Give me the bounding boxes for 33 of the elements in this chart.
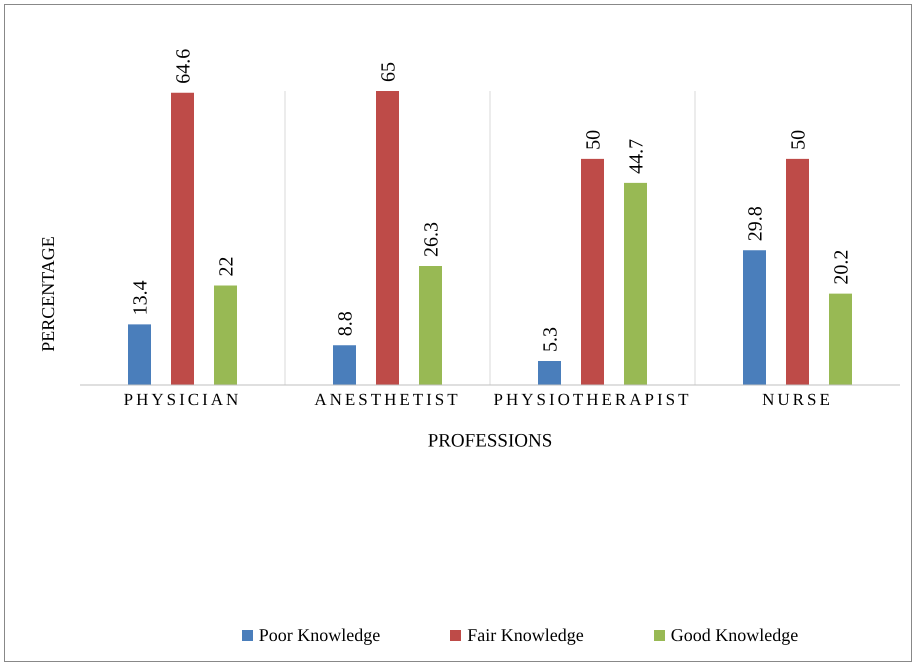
data-label: 26.3 <box>420 222 442 258</box>
bar <box>171 92 194 385</box>
bar <box>829 294 852 385</box>
legend-label: Good Knowledge <box>670 625 798 646</box>
bar <box>376 91 399 385</box>
data-label: 50 <box>582 130 604 150</box>
data-label: 22 <box>216 256 238 276</box>
x-tick-label: NURSE <box>762 390 833 410</box>
bar <box>538 361 561 385</box>
x-tick-label: PHYSICIAN <box>124 390 242 410</box>
legend-label: Fair Knowledge <box>466 625 584 646</box>
y-axis-title: PERCENTAGE <box>38 236 58 352</box>
data-label: 20.2 <box>830 250 852 285</box>
bar <box>743 250 766 385</box>
data-label: 44.7 <box>626 138 648 174</box>
x-axis-title: PROFESSIONS <box>428 430 552 452</box>
bar <box>333 345 356 385</box>
x-tick-label: PHYSIOTHERAPIST <box>493 390 692 410</box>
bar <box>624 182 647 385</box>
data-label: 29.8 <box>744 206 766 242</box>
data-label: 13.4 <box>130 280 152 316</box>
bar <box>128 324 151 385</box>
bar <box>786 158 809 385</box>
bar <box>419 266 442 385</box>
data-label: 50 <box>788 130 810 150</box>
bar <box>581 158 604 385</box>
data-label: 5.3 <box>540 327 562 352</box>
data-label: 65 <box>378 62 400 82</box>
data-label: 8.8 <box>334 311 356 336</box>
bar <box>214 285 237 385</box>
x-tick-label: ANESTHETIST <box>314 390 461 410</box>
data-label: 64.6 <box>172 48 194 84</box>
legend-label: Poor Knowledge <box>258 625 380 646</box>
